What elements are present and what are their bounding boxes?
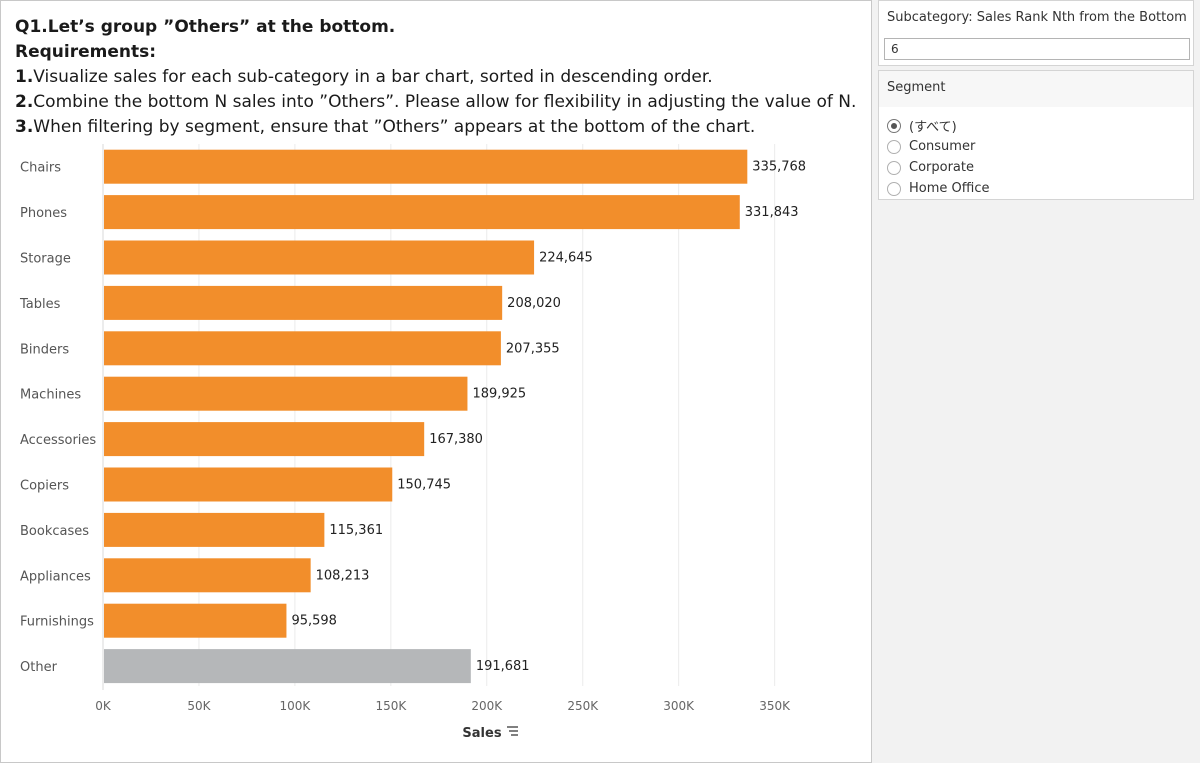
segment-title-band: [879, 71, 1193, 107]
segment-option-label: Consumer: [909, 139, 976, 154]
value-label: 108,213: [316, 568, 370, 583]
segment-option[interactable]: (すべて): [887, 115, 989, 136]
rank-parameter-control: Subcategory: Sales Rank Nth from the Bot…: [878, 0, 1194, 66]
value-label: 207,355: [506, 341, 560, 356]
value-label: 95,598: [291, 614, 337, 629]
x-axis-title: Sales: [462, 726, 501, 741]
x-tick-label: 100K: [280, 699, 312, 713]
requirement-text: Visualize sales for each sub-category in…: [33, 67, 713, 87]
requirement-text: Combine the bottom N sales into ”Others”…: [33, 92, 857, 112]
segment-option-label: (すべて): [909, 120, 957, 135]
value-label: 189,925: [472, 387, 526, 402]
segment-option-label: Home Office: [909, 181, 990, 196]
value-label: 335,768: [752, 160, 806, 175]
requirement-item: 2.Combine the bottom N sales into ”Other…: [15, 90, 865, 115]
chart-panel: Q1.Let’s group ”Others” at the bottom. R…: [0, 0, 872, 763]
category-label: Binders: [20, 342, 69, 357]
value-label: 331,843: [745, 205, 799, 220]
x-tick-label: 50K: [187, 699, 211, 713]
category-label: Appliances: [20, 569, 91, 584]
bar: [104, 376, 468, 411]
segment-options: (すべて) Consumer Corporate Home Office: [887, 115, 989, 199]
segment-option[interactable]: Consumer: [887, 136, 989, 157]
bar: [104, 149, 748, 184]
category-label: Machines: [20, 388, 81, 403]
requirement-item: 3.When filtering by segment, ensure that…: [15, 115, 865, 140]
category-label: Other: [20, 660, 58, 675]
value-label: 224,645: [539, 251, 593, 266]
question-header: Q1.Let’s group ”Others” at the bottom. R…: [15, 15, 865, 140]
bar: [104, 195, 740, 230]
sales-bar-chart: Chairs 335,768 Phones 331,843 Storage 224,645…: [19, 144, 806, 741]
category-label: Tables: [19, 297, 61, 312]
x-tick-label: 150K: [375, 699, 407, 713]
value-label: 115,361: [329, 523, 383, 538]
segment-option[interactable]: Home Office: [887, 178, 989, 199]
bar: [104, 467, 393, 502]
segment-option[interactable]: Corporate: [887, 157, 989, 178]
bar: [104, 512, 325, 547]
segment-filter-title: Segment: [887, 80, 946, 95]
radio-unchecked-icon[interactable]: [887, 160, 901, 175]
rank-parameter-title: Subcategory: Sales Rank Nth from the Bot…: [887, 10, 1187, 25]
bar: [104, 422, 425, 457]
requirement-text: When filtering by segment, ensure that ”…: [33, 117, 756, 137]
x-tick-label: 0K: [95, 699, 112, 713]
bar: [104, 331, 501, 366]
radio-unchecked-icon[interactable]: [887, 139, 901, 154]
requirement-number: 3.: [15, 117, 34, 137]
question-title: Q1.Let’s group ”Others” at the bottom.: [15, 17, 396, 37]
value-label: 208,020: [507, 296, 561, 311]
value-label: 150,745: [397, 478, 451, 493]
category-label: Storage: [20, 252, 71, 267]
rank-parameter-input[interactable]: [884, 38, 1190, 60]
value-label: 167,380: [429, 432, 483, 447]
requirement-item: 1.Visualize sales for each sub-category …: [15, 65, 865, 90]
x-tick-label: 250K: [567, 699, 599, 713]
bar: [104, 558, 311, 593]
sort-descending-icon[interactable]: [507, 726, 518, 736]
category-label: Phones: [20, 206, 67, 221]
x-tick-label: 200K: [471, 699, 503, 713]
x-tick-label: 350K: [759, 699, 791, 713]
radio-checked-icon[interactable]: [887, 118, 901, 133]
bar: [104, 240, 535, 275]
segment-option-label: Corporate: [909, 160, 974, 175]
category-label: Bookcases: [20, 524, 89, 539]
category-label: Accessories: [20, 433, 96, 448]
value-label: 191,681: [476, 659, 530, 674]
segment-filter: Segment (すべて) Consumer Corporate Home Offic…: [878, 70, 1194, 200]
requirement-number: 2.: [15, 92, 34, 112]
category-label: Copiers: [20, 479, 69, 494]
radio-unchecked-icon[interactable]: [887, 181, 901, 196]
bar: [104, 603, 287, 638]
bar: [104, 285, 503, 320]
other-bar: [104, 649, 471, 684]
requirements-label: Requirements:: [15, 42, 157, 62]
x-tick-label: 300K: [663, 699, 695, 713]
category-label: Chairs: [20, 161, 61, 176]
requirement-number: 1.: [15, 67, 34, 87]
category-label: Furnishings: [20, 615, 94, 630]
